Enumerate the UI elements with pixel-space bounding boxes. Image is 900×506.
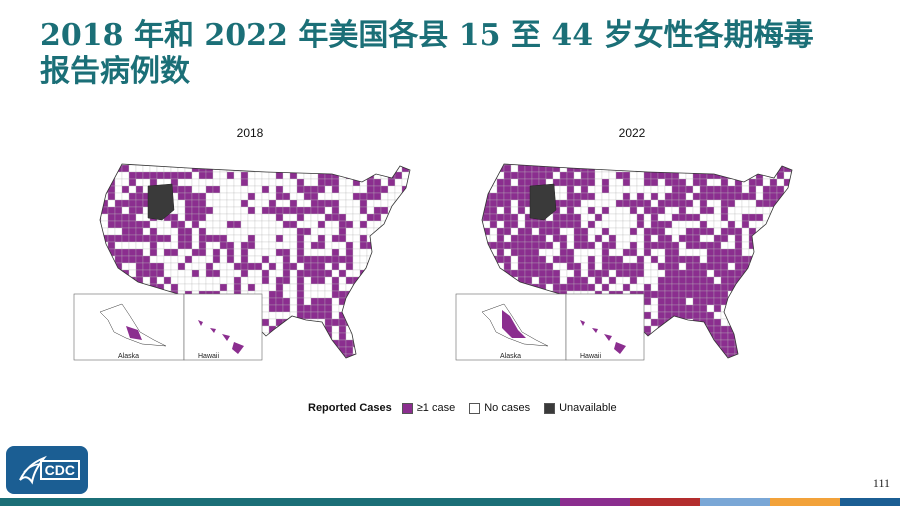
map-panel-2018: 2018 Alaska Hawaii xyxy=(70,126,430,376)
bottom-bar-segment xyxy=(0,498,260,506)
us-county-map-2018 xyxy=(73,163,411,361)
hawaii-label: Hawaii xyxy=(198,353,220,360)
legend-swatch-none xyxy=(469,402,481,414)
cdc-logo: CDC xyxy=(6,446,88,494)
legend-label-unavailable: Unavailable xyxy=(559,402,617,414)
map-legend: Reported Cases ≥1 case No cases Unavaila… xyxy=(308,400,627,416)
unavailable-region xyxy=(529,183,557,221)
bottom-bar-segment xyxy=(260,498,560,506)
bottom-bar-segment xyxy=(840,498,900,506)
page-number: 111 xyxy=(872,476,890,490)
legend-swatch-unavailable xyxy=(544,402,556,414)
hawaii-inset xyxy=(183,293,263,361)
bottom-bar-segment xyxy=(560,498,630,506)
bottom-bar-segment xyxy=(700,498,770,506)
map-year-label: 2022 xyxy=(618,126,646,140)
us-county-map-2022 xyxy=(455,163,793,361)
legend-label-case: ≥1 case xyxy=(416,402,456,414)
map-year-label: 2018 xyxy=(236,126,264,140)
cdc-logo-text: CDC xyxy=(39,460,80,480)
alaska-inset xyxy=(455,293,567,361)
bottom-bar-segment xyxy=(770,498,840,506)
alaska-label: Alaska xyxy=(500,353,522,360)
legend-swatch-case xyxy=(401,402,413,414)
slide-title: 2018 年和 2022 年美国各县 15 至 44 岁女性各期梅毒报告病例数 xyxy=(40,18,814,89)
bottom-bar-segment xyxy=(630,498,700,506)
hawaii-label: Hawaii xyxy=(580,353,602,360)
bottom-color-bar xyxy=(0,498,900,506)
legend-title: Reported Cases xyxy=(308,402,392,414)
map-panel-2022: 2022 Alaska Hawaii xyxy=(452,126,812,376)
legend-label-none: No cases xyxy=(484,402,531,414)
hawaii-inset xyxy=(565,293,645,361)
alaska-label: Alaska xyxy=(118,353,140,360)
unavailable-region xyxy=(147,183,175,221)
